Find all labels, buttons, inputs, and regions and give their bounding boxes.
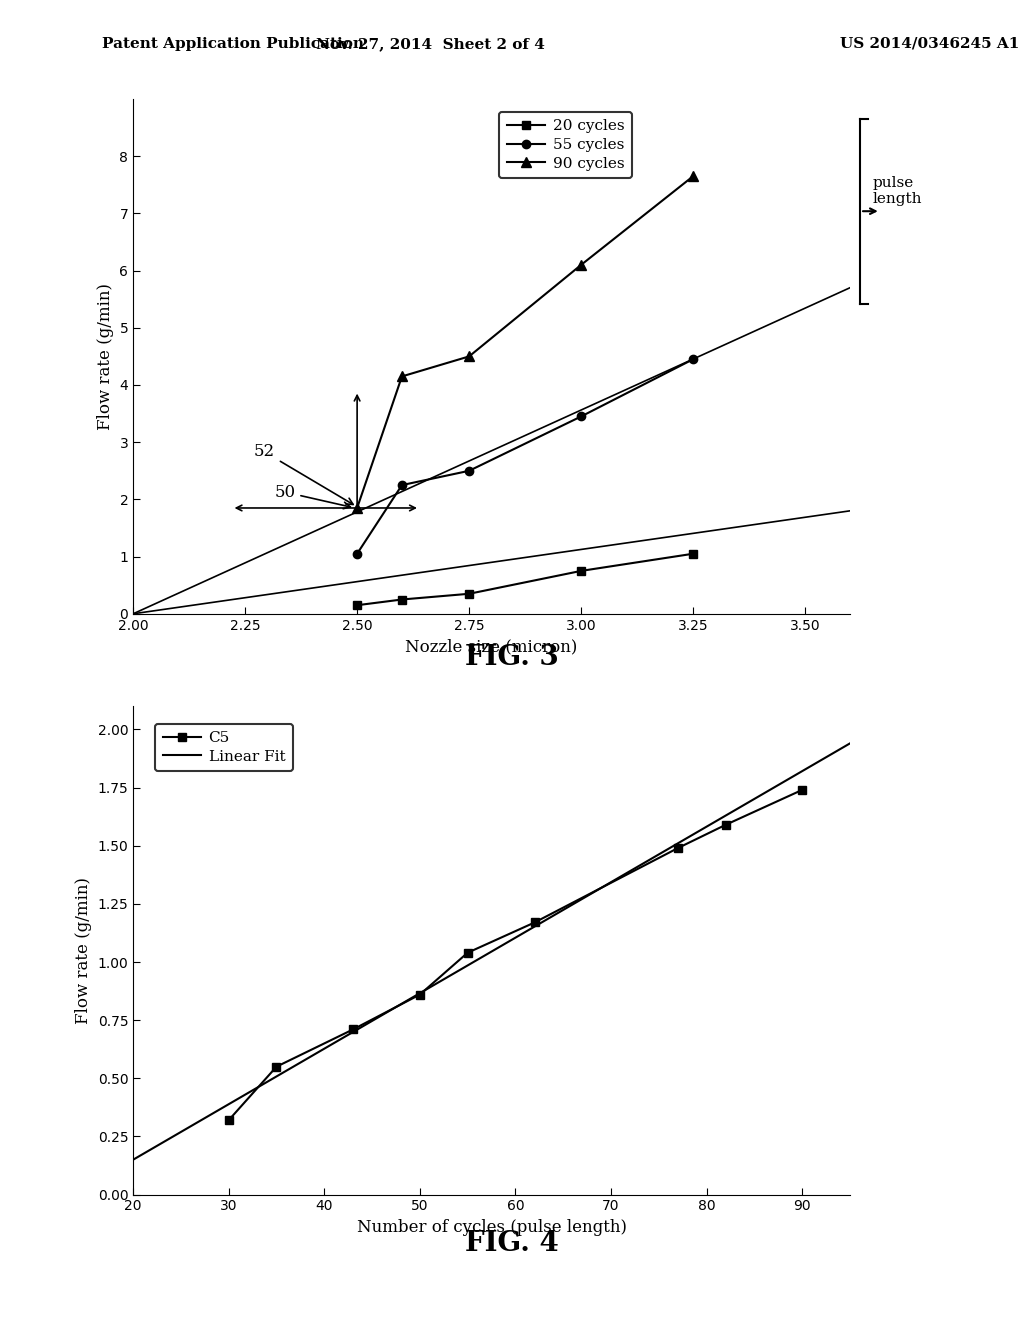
Text: US 2014/0346245 A1: US 2014/0346245 A1: [840, 37, 1019, 51]
55 cycles: [575, 409, 588, 425]
Text: FIG. 3: FIG. 3: [465, 644, 559, 671]
C5: [528, 915, 541, 931]
Line: C5: C5: [224, 785, 806, 1125]
X-axis label: Nozzle size (micron): Nozzle size (micron): [406, 638, 578, 655]
90 cycles: [463, 348, 475, 364]
Text: 50: 50: [274, 483, 350, 508]
20 cycles: [395, 591, 408, 607]
C5: [720, 817, 732, 833]
20 cycles: [463, 586, 475, 602]
90 cycles: [687, 169, 699, 185]
55 cycles: [395, 477, 408, 492]
C5: [672, 840, 684, 855]
Legend: C5, Linear Fit: C5, Linear Fit: [155, 723, 293, 771]
Y-axis label: Flow rate (g/min): Flow rate (g/min): [97, 282, 114, 430]
55 cycles: [351, 546, 364, 562]
Text: Patent Application Publication: Patent Application Publication: [102, 37, 365, 51]
C5: [462, 945, 474, 961]
Y-axis label: Flow rate (g/min): Flow rate (g/min): [75, 876, 92, 1024]
C5: [414, 986, 426, 1002]
20 cycles: [687, 546, 699, 562]
C5: [222, 1113, 234, 1129]
Legend: 20 cycles, 55 cycles, 90 cycles: 20 cycles, 55 cycles, 90 cycles: [499, 112, 632, 178]
Line: 90 cycles: 90 cycles: [352, 172, 698, 513]
55 cycles: [463, 463, 475, 479]
Text: pulse
length: pulse length: [872, 177, 922, 206]
90 cycles: [351, 500, 364, 516]
90 cycles: [575, 257, 588, 273]
Line: 55 cycles: 55 cycles: [353, 355, 697, 558]
Text: 52: 52: [254, 444, 353, 504]
20 cycles: [351, 597, 364, 612]
90 cycles: [395, 368, 408, 384]
C5: [347, 1022, 359, 1038]
C5: [270, 1059, 283, 1074]
55 cycles: [687, 351, 699, 367]
C5: [796, 781, 808, 797]
Text: Nov. 27, 2014  Sheet 2 of 4: Nov. 27, 2014 Sheet 2 of 4: [315, 37, 545, 51]
20 cycles: [575, 562, 588, 578]
Text: FIG. 4: FIG. 4: [465, 1230, 559, 1257]
X-axis label: Number of cycles (pulse length): Number of cycles (pulse length): [356, 1218, 627, 1236]
Line: 20 cycles: 20 cycles: [353, 549, 697, 610]
